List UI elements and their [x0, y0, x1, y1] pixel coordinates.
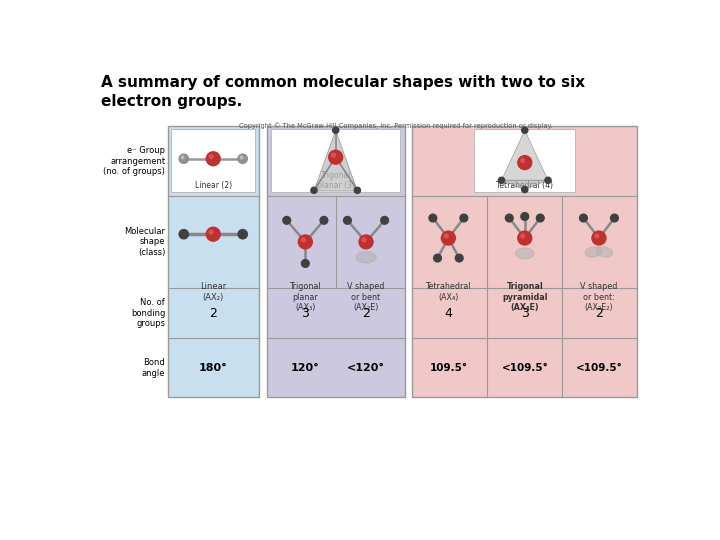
Circle shape — [518, 231, 532, 245]
Text: Tetrahedral
(AX₄): Tetrahedral (AX₄) — [426, 282, 471, 302]
Circle shape — [302, 260, 309, 267]
Text: Linear
(AX₂): Linear (AX₂) — [200, 282, 226, 302]
FancyBboxPatch shape — [271, 129, 400, 192]
Circle shape — [518, 156, 532, 170]
Circle shape — [592, 231, 606, 245]
FancyBboxPatch shape — [168, 126, 259, 397]
FancyBboxPatch shape — [266, 126, 405, 397]
Circle shape — [498, 177, 505, 184]
Text: No. of
bonding
groups: No. of bonding groups — [131, 298, 165, 328]
Circle shape — [283, 217, 291, 224]
Text: Trigonal
pyramidal
(AX₃E): Trigonal pyramidal (AX₃E) — [502, 282, 547, 313]
Text: Trigonal
planar
(AX₃): Trigonal planar (AX₃) — [289, 282, 321, 313]
Polygon shape — [502, 180, 548, 190]
Circle shape — [298, 235, 312, 249]
Circle shape — [354, 187, 361, 193]
Circle shape — [381, 217, 389, 224]
Ellipse shape — [356, 252, 376, 263]
Circle shape — [521, 213, 528, 220]
Circle shape — [536, 214, 544, 222]
Text: <109.5°: <109.5° — [501, 363, 548, 373]
Text: <120°: <120° — [347, 363, 385, 373]
Text: 2: 2 — [362, 307, 370, 320]
Text: 2: 2 — [210, 307, 217, 320]
Circle shape — [311, 187, 317, 193]
Circle shape — [179, 230, 189, 239]
Circle shape — [206, 152, 220, 166]
Circle shape — [301, 238, 305, 242]
Circle shape — [329, 150, 343, 164]
Circle shape — [210, 155, 213, 159]
Circle shape — [611, 214, 618, 222]
Text: V shaped
or bent:
(AX₂E₂): V shaped or bent: (AX₂E₂) — [580, 282, 618, 313]
Circle shape — [455, 254, 463, 262]
Circle shape — [238, 154, 248, 164]
Ellipse shape — [596, 247, 613, 257]
Circle shape — [522, 127, 528, 133]
Circle shape — [545, 177, 551, 184]
Text: 3: 3 — [302, 307, 310, 320]
Text: Trigonal
planar (3): Trigonal planar (3) — [317, 171, 355, 190]
FancyBboxPatch shape — [413, 126, 637, 397]
Text: 180°: 180° — [199, 363, 228, 373]
Text: 3: 3 — [521, 307, 528, 320]
Text: 109.5°: 109.5° — [429, 363, 467, 373]
Circle shape — [460, 214, 468, 222]
Circle shape — [238, 230, 248, 239]
FancyBboxPatch shape — [474, 129, 575, 192]
Circle shape — [433, 254, 441, 262]
Text: 4: 4 — [444, 307, 452, 320]
Text: A summary of common molecular shapes with two to six
electron groups.: A summary of common molecular shapes wit… — [101, 75, 585, 109]
Circle shape — [362, 238, 366, 242]
Circle shape — [521, 159, 525, 163]
Circle shape — [429, 214, 437, 222]
Circle shape — [359, 235, 373, 249]
Text: Bond
angle: Bond angle — [142, 358, 165, 377]
Text: e⁻ Group
arrangement
(no. of groups): e⁻ Group arrangement (no. of groups) — [103, 146, 165, 176]
Ellipse shape — [585, 247, 602, 257]
Circle shape — [522, 186, 528, 193]
Circle shape — [444, 234, 449, 238]
Circle shape — [505, 214, 513, 222]
Text: Copyright © The McGraw-Hill Companies, Inc. Permission required for reproduction: Copyright © The McGraw-Hill Companies, I… — [239, 123, 553, 129]
Polygon shape — [502, 130, 548, 180]
Circle shape — [320, 217, 328, 224]
FancyBboxPatch shape — [171, 129, 255, 192]
Polygon shape — [314, 130, 357, 191]
Circle shape — [206, 227, 220, 241]
Ellipse shape — [516, 248, 534, 259]
Circle shape — [332, 153, 336, 157]
Circle shape — [595, 234, 599, 238]
Text: Tetrahedral (4): Tetrahedral (4) — [496, 181, 553, 190]
Circle shape — [333, 127, 339, 133]
Text: Linear (2): Linear (2) — [194, 181, 232, 190]
Text: Molecular
shape
(class): Molecular shape (class) — [124, 227, 165, 257]
Circle shape — [343, 217, 351, 224]
Text: V shaped
or bent
(AX₂E): V shaped or bent (AX₂E) — [347, 282, 384, 313]
Circle shape — [240, 156, 243, 159]
Text: <109.5°: <109.5° — [575, 363, 622, 373]
Circle shape — [441, 231, 455, 245]
Circle shape — [181, 156, 184, 159]
Circle shape — [210, 230, 213, 234]
Text: 2: 2 — [595, 307, 603, 320]
Circle shape — [179, 154, 189, 164]
Circle shape — [521, 234, 525, 238]
Text: 120°: 120° — [291, 363, 320, 373]
Circle shape — [580, 214, 588, 222]
